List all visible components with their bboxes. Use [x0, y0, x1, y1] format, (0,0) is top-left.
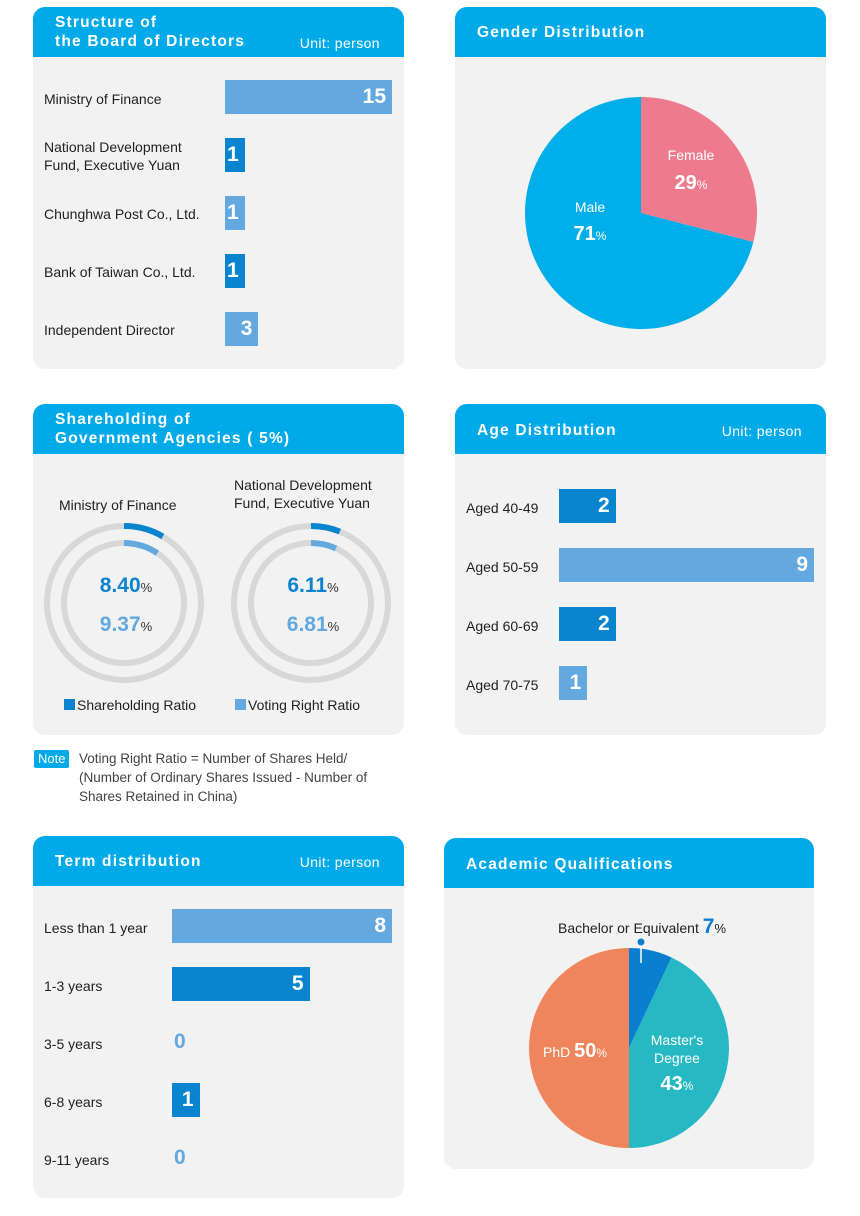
bar: 15 [225, 80, 392, 114]
voting-right-ratio-arc [123, 540, 159, 556]
board-structure-title: Structure of the Board of Directors [55, 14, 246, 50]
bar: 9 [559, 548, 814, 582]
bar-value: 15 [362, 85, 386, 108]
shareholding-header: Shareholding of Government Agencies ( 5%… [33, 404, 404, 454]
bar-label: National Development Fund, Executive Yua… [44, 139, 182, 173]
bar: 1 [225, 254, 245, 288]
bar-label: Aged 60-69 [466, 618, 539, 634]
shareholding-ring-charts: 8.40% 9.37% 6.11% 6.81% [44, 523, 391, 683]
age-header: Age Distribution Unit: person [455, 404, 826, 454]
bar: 3 [225, 312, 259, 346]
bar-label: 6-8 years [44, 1094, 103, 1110]
bar-label: Ministry of Finance [44, 91, 162, 107]
entity2-share-value: 6.11% [287, 574, 339, 597]
male-value: 71% [574, 223, 607, 245]
bar-value: 2 [597, 612, 610, 635]
bar: 1 [559, 666, 588, 700]
legend-shareholding-ratio: Shareholding Ratio [77, 697, 197, 713]
note-text: Voting Right Ratio = Number of Shares He… [79, 751, 368, 804]
bachelor-leader-dot [637, 938, 645, 946]
bar-label: Chunghwa Post Co., Ltd. [44, 206, 200, 222]
bar-label: Bank of Taiwan Co., Ltd. [44, 264, 196, 280]
bar-label: Aged 40-49 [466, 500, 539, 516]
bar-label: Independent Director [44, 322, 175, 338]
note-badge: Note [34, 750, 70, 768]
bar: 2 [559, 607, 616, 641]
gender-card: Gender Distribution Male 71% Female 29% [455, 7, 826, 369]
bar-label: 9-11 years [44, 1152, 110, 1168]
gender-pie-chart: Male 71% Female 29% [525, 97, 758, 329]
board-structure-unit: Unit: person [299, 35, 380, 51]
phd-value: PhD 50% [543, 1040, 607, 1062]
bachelor-label: Bachelor or Equivalent 7% [558, 915, 726, 938]
male-label: Male [575, 199, 606, 215]
legend-voting-right-ratio: Voting Right Ratio [248, 697, 361, 713]
term-title: Term distribution [55, 853, 202, 870]
pie-slice-phd [529, 948, 629, 1148]
bar: 5 [172, 967, 310, 1001]
bar-label: 1-3 years [44, 978, 103, 994]
shareholding-title: Shareholding of Government Agencies ( 5%… [55, 411, 291, 447]
bar: 2 [559, 489, 616, 523]
bar: 8 [172, 909, 392, 943]
female-value: 29% [675, 172, 708, 194]
bar-label: Aged 70-75 [466, 677, 539, 693]
entity2-label: National Development Fund, Executive Yua… [234, 477, 372, 511]
bar-label: Aged 50-59 [466, 559, 539, 575]
ring-track-inner-1 [61, 540, 187, 666]
female-label: Female [668, 147, 715, 163]
bar-value: 1 [227, 201, 239, 224]
bar-value: 2 [597, 494, 610, 517]
bar-value: 1 [227, 259, 239, 282]
voting-right-ratio-arc [310, 540, 338, 552]
pie-slice-male [525, 97, 754, 329]
shareholding-ratio-arc [310, 523, 341, 535]
entity2-vote-value: 6.81% [287, 613, 340, 636]
pie-slice-bachelor [629, 948, 672, 1048]
shareholding-card: Shareholding of Government Agencies ( 5%… [33, 404, 404, 735]
bar-value: 9 [796, 553, 808, 576]
bar: 1 [225, 138, 245, 172]
bar-label: Less than 1 year [44, 920, 148, 936]
academic-title: Academic Qualifications [466, 856, 674, 873]
age-card: Age Distribution Unit: person Aged 40-49… [455, 404, 826, 735]
pie-slice-master [629, 957, 729, 1148]
bar-value: 1 [181, 1088, 194, 1111]
master-value: 43% [661, 1073, 694, 1095]
legend-swatch-voting [235, 699, 246, 710]
bar: 1 [172, 1083, 200, 1117]
legend-swatch-shareholding [64, 699, 75, 710]
age-title: Age Distribution [477, 422, 617, 439]
bar-value: 1 [227, 143, 239, 166]
ring-track-inner-2 [248, 540, 374, 666]
academic-card: Academic Qualifications Bachelor or Equi… [444, 838, 814, 1169]
pie-slice-female [641, 97, 758, 242]
board-structure-card: Structure of the Board of Directors Unit… [33, 7, 404, 369]
bar-value: 1 [569, 671, 582, 694]
board-structure-header: Structure of the Board of Directors Unit… [33, 7, 404, 57]
academic-pie-chart: Bachelor or Equivalent 7% Master's Degre… [529, 915, 729, 1148]
ring-track-outer-1 [44, 523, 204, 683]
master-label-line1: Master's [651, 1032, 703, 1048]
gender-header: Gender Distribution [455, 7, 826, 57]
bar-value: 0 [174, 1030, 186, 1053]
master-label-line2: Degree [654, 1050, 700, 1066]
bar-value: 8 [374, 914, 386, 937]
entity1-vote-value: 9.37% [100, 613, 153, 636]
bar: 1 [225, 196, 245, 230]
bar-value: 5 [291, 972, 304, 995]
academic-header: Academic Qualifications [444, 838, 814, 888]
bar-label: 3-5 years [44, 1036, 103, 1052]
term-unit: Unit: person [299, 854, 380, 870]
shareholding-ratio-arc [123, 523, 165, 540]
entity1-share-value: 8.40% [100, 574, 153, 597]
gender-title: Gender Distribution [477, 24, 646, 41]
age-unit: Unit: person [721, 423, 802, 439]
entity1-label: Ministry of Finance [59, 497, 177, 513]
ring-track-outer-2 [231, 523, 391, 683]
term-header: Term distribution Unit: person [33, 836, 404, 886]
bar-value: 3 [240, 317, 253, 340]
term-card: Term distribution Unit: person Less than… [33, 836, 404, 1198]
bar-value: 0 [174, 1146, 186, 1169]
